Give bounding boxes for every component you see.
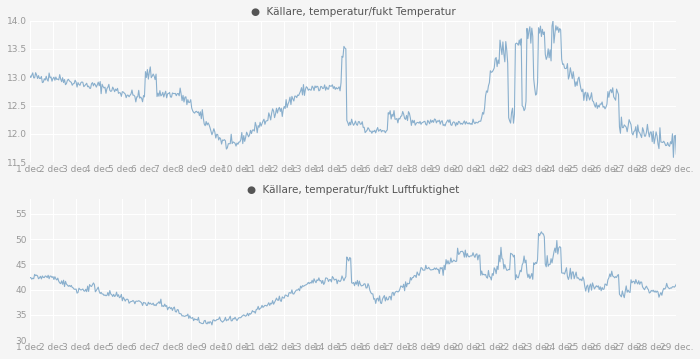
Title: ●  Källare, temperatur/fukt Luftfuktighet: ● Källare, temperatur/fukt Luftfuktighet: [247, 185, 459, 195]
Title: ●  Källare, temperatur/fukt Temperatur: ● Källare, temperatur/fukt Temperatur: [251, 7, 456, 17]
